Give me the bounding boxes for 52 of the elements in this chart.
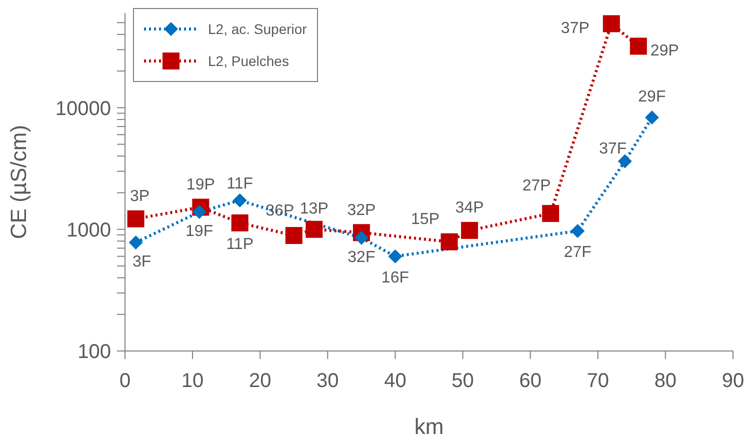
annotation: 27F (564, 244, 592, 262)
x-tick-label: 70 (586, 370, 610, 392)
annotation: 32F (348, 249, 376, 266)
point (285, 226, 302, 244)
annotation: 13P (300, 200, 328, 218)
annotation: 15P (411, 211, 440, 228)
annotation: 37F (599, 140, 627, 158)
y-tick-label: 100 (78, 341, 111, 364)
point (127, 210, 144, 228)
y-axis-title: CE (µS/cm) (6, 124, 31, 240)
annotation: 19P (186, 176, 215, 194)
point (440, 233, 458, 250)
point (570, 224, 585, 238)
point (630, 38, 647, 55)
x-tick-label: 30 (316, 370, 339, 392)
x-tick-label: 20 (248, 370, 272, 392)
legend-label: L2, ac. Superior (208, 21, 307, 37)
annotation: 29F (638, 88, 666, 106)
point (231, 214, 248, 232)
point (618, 154, 632, 168)
x-tick-label: 90 (722, 370, 744, 392)
annotation: 32P (347, 202, 376, 219)
annotation: 3P (130, 188, 150, 206)
annotation: 11F (226, 176, 254, 193)
point (644, 110, 659, 125)
annotation: 29P (650, 42, 679, 60)
x-tick-label: 0 (119, 370, 131, 392)
point (306, 220, 323, 238)
point (602, 15, 620, 32)
x-tick-label: 60 (519, 370, 542, 392)
annotation: 37P (560, 20, 590, 37)
annotation: 34P (455, 200, 484, 217)
y-tick-label: 10000 (55, 98, 111, 120)
annotation: 11P (226, 236, 254, 254)
point (232, 193, 247, 208)
x-tick-label: 10 (181, 370, 204, 392)
annotation: 3F (132, 254, 152, 271)
x-tick-label: 50 (452, 370, 474, 392)
annotation: 16F (381, 270, 410, 287)
point (542, 204, 560, 222)
point (128, 235, 143, 250)
legend-label: L2, Puelches (208, 53, 289, 69)
x-axis-title: km (414, 414, 444, 439)
annotation: 27P (522, 178, 551, 195)
annotation: 19F (186, 223, 214, 240)
x-tick-label: 80 (654, 370, 677, 392)
point (388, 249, 402, 264)
point (461, 222, 478, 239)
y-tick-label: 1000 (66, 219, 111, 242)
point (354, 230, 368, 245)
x-tick-label: 40 (384, 370, 406, 392)
point (192, 204, 206, 219)
